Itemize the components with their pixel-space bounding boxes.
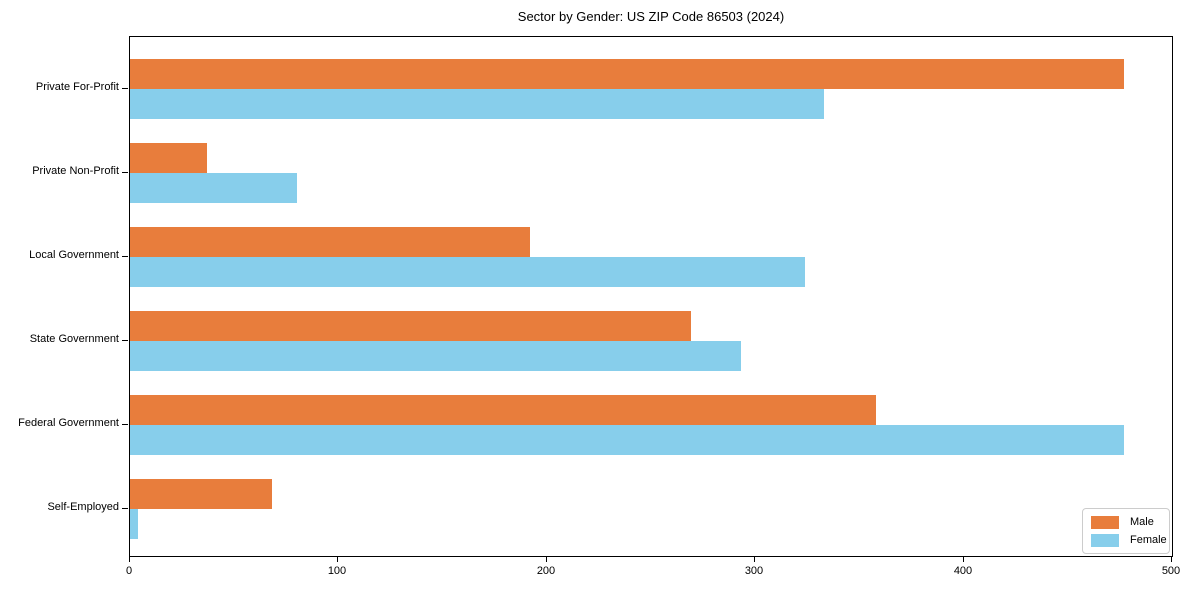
bar-male-4 — [130, 311, 691, 341]
y-tick-mark — [122, 172, 128, 173]
y-tick-label: State Government — [29, 333, 119, 345]
bar-female-5 — [130, 425, 1124, 455]
chart-title: Sector by Gender: US ZIP Code 86503 (202… — [517, 9, 785, 24]
legend-label: Female — [1130, 534, 1167, 546]
x-tick-mark — [963, 557, 964, 562]
bar-male-3 — [130, 227, 530, 257]
y-tick-label: Federal Government — [18, 417, 119, 429]
y-tick-label: Private Non-Profit — [32, 165, 119, 177]
x-tick-mark — [129, 557, 130, 562]
bar-female-1 — [130, 89, 824, 119]
y-tick-mark — [122, 340, 128, 341]
bar-female-4 — [130, 341, 741, 371]
y-tick-label: Self-Employed — [47, 501, 119, 513]
y-tick-label: Private For-Profit — [35, 81, 119, 93]
x-tick-label: 400 — [953, 565, 973, 577]
y-tick-label: Local Government — [29, 249, 119, 261]
x-tick-label: 200 — [536, 565, 556, 577]
bar-male-1 — [130, 59, 1124, 89]
bar-male-2 — [130, 143, 207, 173]
x-tick-label: 300 — [744, 565, 764, 577]
y-tick-mark — [122, 424, 128, 425]
x-tick-label: 500 — [1161, 565, 1181, 577]
x-tick-mark — [754, 557, 755, 562]
bar-male-5 — [130, 395, 876, 425]
plot-area — [129, 36, 1173, 557]
x-tick-label: 100 — [327, 565, 347, 577]
x-tick-mark — [1171, 557, 1172, 562]
legend-label: Male — [1130, 516, 1154, 528]
legend: Male Female — [1082, 508, 1170, 554]
x-tick-label: 0 — [125, 565, 133, 577]
x-tick-mark — [337, 557, 338, 562]
x-axis: 0 100 200 300 400 500 — [126, 557, 1180, 587]
y-tick-mark — [122, 508, 128, 509]
bar-male-6 — [130, 479, 272, 509]
y-axis: Private For-Profit Private Non-Profit Loca… — [0, 36, 129, 557]
y-tick-mark — [122, 88, 128, 89]
bar-female-3 — [130, 257, 805, 287]
bar-female-2 — [130, 173, 297, 203]
y-tick-mark — [122, 256, 128, 257]
legend-entry-male: Male — [1091, 515, 1161, 529]
legend-entry-female: Female — [1091, 533, 1167, 547]
bar-female-6 — [130, 509, 138, 539]
legend-swatch-female — [1091, 533, 1119, 547]
x-tick-mark — [546, 557, 547, 562]
legend-swatch-male — [1091, 515, 1119, 529]
